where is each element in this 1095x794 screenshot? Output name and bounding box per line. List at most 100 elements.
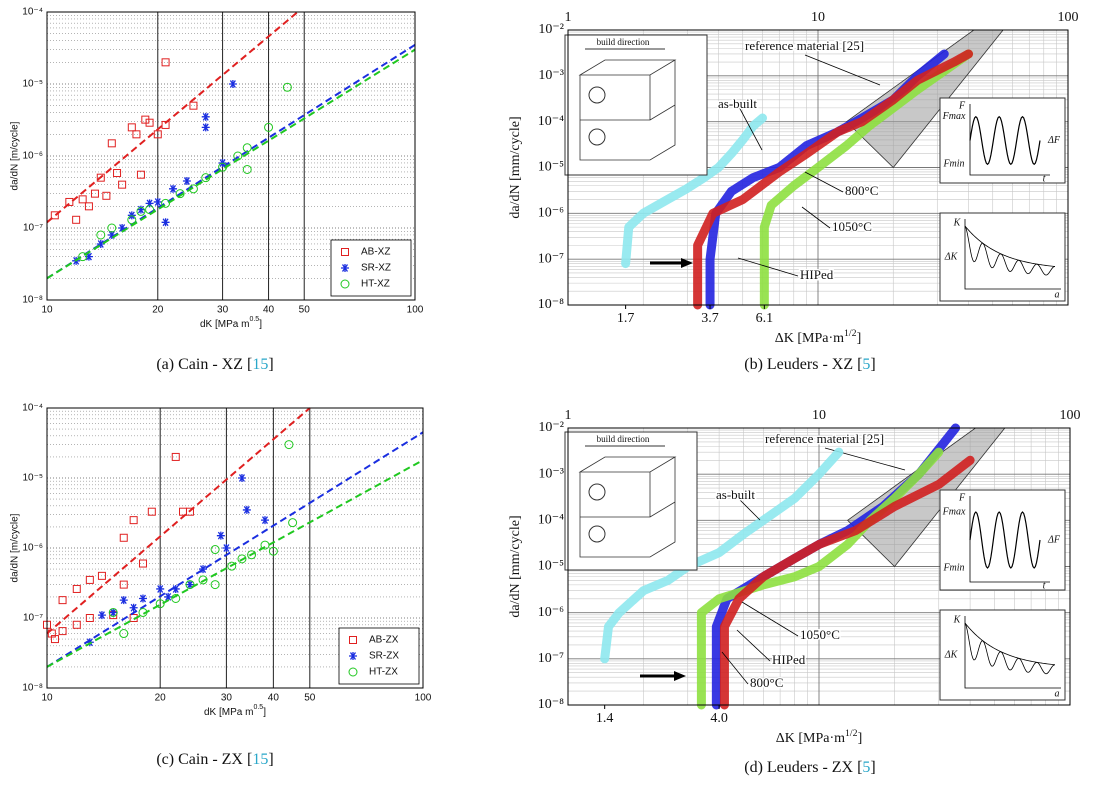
threshold-label: 1.4 <box>596 711 614 726</box>
y-axis-label: da/dN [m/cycle] <box>10 121 21 190</box>
point <box>138 607 148 617</box>
point <box>109 608 118 617</box>
fit-line <box>46 48 416 280</box>
point <box>129 603 138 612</box>
stress-wave <box>964 622 1056 675</box>
point <box>210 580 220 590</box>
point <box>260 516 269 525</box>
point <box>198 575 208 585</box>
legend-marker <box>341 264 349 272</box>
point <box>242 143 252 153</box>
point <box>96 173 105 182</box>
point <box>119 580 128 589</box>
band-label: reference material [25] <box>765 431 884 446</box>
inset-axes <box>969 496 1050 583</box>
point <box>72 215 81 224</box>
point <box>185 580 194 589</box>
series-label: 1050°C <box>800 627 840 642</box>
point <box>97 571 106 580</box>
inset-label: ΔK <box>944 649 959 660</box>
legend-label: AB-XZ <box>361 247 390 258</box>
point <box>108 607 118 617</box>
inset-label: t <box>1043 173 1046 184</box>
stress-envelope <box>964 622 1056 666</box>
caption-text: (b) Leuders - XZ [ <box>744 356 862 373</box>
point <box>185 507 194 516</box>
y-tick-label: 10⁻⁶ <box>538 206 564 221</box>
point <box>161 120 170 129</box>
inset-label: ΔK <box>944 251 959 262</box>
threshold-label: 3.7 <box>701 311 719 326</box>
arrow-head <box>681 258 693 268</box>
data-band <box>600 447 844 664</box>
caption-end: ] <box>870 759 875 776</box>
point <box>136 170 145 179</box>
point <box>185 580 195 590</box>
point <box>171 593 181 603</box>
build-direction-label: build direction <box>597 434 650 444</box>
point <box>85 614 94 622</box>
annotation-leader <box>804 171 844 193</box>
point <box>264 122 274 132</box>
point <box>136 206 146 216</box>
arrow-head <box>674 671 686 681</box>
annotation-leader <box>737 257 799 277</box>
x-tick-label: 30 <box>217 305 229 316</box>
annotation-leader <box>741 601 799 637</box>
point <box>78 195 87 204</box>
point <box>85 575 94 584</box>
point <box>228 80 237 88</box>
inset-axes <box>964 616 1061 689</box>
inset-label: ΔF <box>1047 135 1061 146</box>
data-band <box>696 447 944 710</box>
point <box>161 198 171 208</box>
point <box>199 565 208 574</box>
y-axis-label: da/dN [mm/cycle] <box>508 515 523 617</box>
point <box>97 611 106 620</box>
x-tick-label: 10 <box>811 10 825 25</box>
x-tick-label: 10 <box>41 305 53 316</box>
x-tick-label: 30 <box>221 693 233 704</box>
inset-box <box>939 609 1066 701</box>
specimen-inset: build direction <box>564 431 698 571</box>
point <box>119 533 128 542</box>
point <box>201 123 210 132</box>
point <box>113 169 122 178</box>
x-tick-label: 100 <box>1060 408 1081 423</box>
data-band <box>759 49 974 310</box>
y-tick-label: 10⁻² <box>538 420 564 435</box>
point <box>138 594 147 603</box>
caption-text: (c) Cain - ZX [ <box>156 751 252 768</box>
inset-label: Fmin <box>942 159 964 170</box>
x-tick-label: 20 <box>152 305 164 316</box>
point <box>161 218 170 227</box>
point <box>145 205 155 215</box>
series-label: HIPed <box>800 267 834 282</box>
point <box>58 596 67 605</box>
data-band <box>719 455 975 710</box>
legend-marker <box>348 667 358 677</box>
point <box>218 162 228 172</box>
point <box>84 252 93 261</box>
y-tick-label: 10⁻³ <box>538 466 564 481</box>
inset-label: a <box>1055 688 1060 699</box>
y-tick-label: 10⁻⁷ <box>23 613 43 624</box>
point <box>136 205 145 214</box>
plot-frame <box>46 407 424 689</box>
x-tick-label: 40 <box>263 305 275 316</box>
point <box>216 531 225 540</box>
legend-label: HT-XZ <box>361 279 390 290</box>
point <box>96 239 105 248</box>
point <box>127 123 136 132</box>
specimen-drawing <box>578 59 677 161</box>
fit-line <box>46 431 424 668</box>
point <box>284 440 294 450</box>
caption-end: ] <box>268 751 273 768</box>
x-tick-label: 20 <box>155 693 167 704</box>
point <box>107 230 116 239</box>
point <box>201 112 210 121</box>
x-axis-label-end: ] <box>259 319 262 330</box>
x-tick-label: 40 <box>268 693 280 704</box>
